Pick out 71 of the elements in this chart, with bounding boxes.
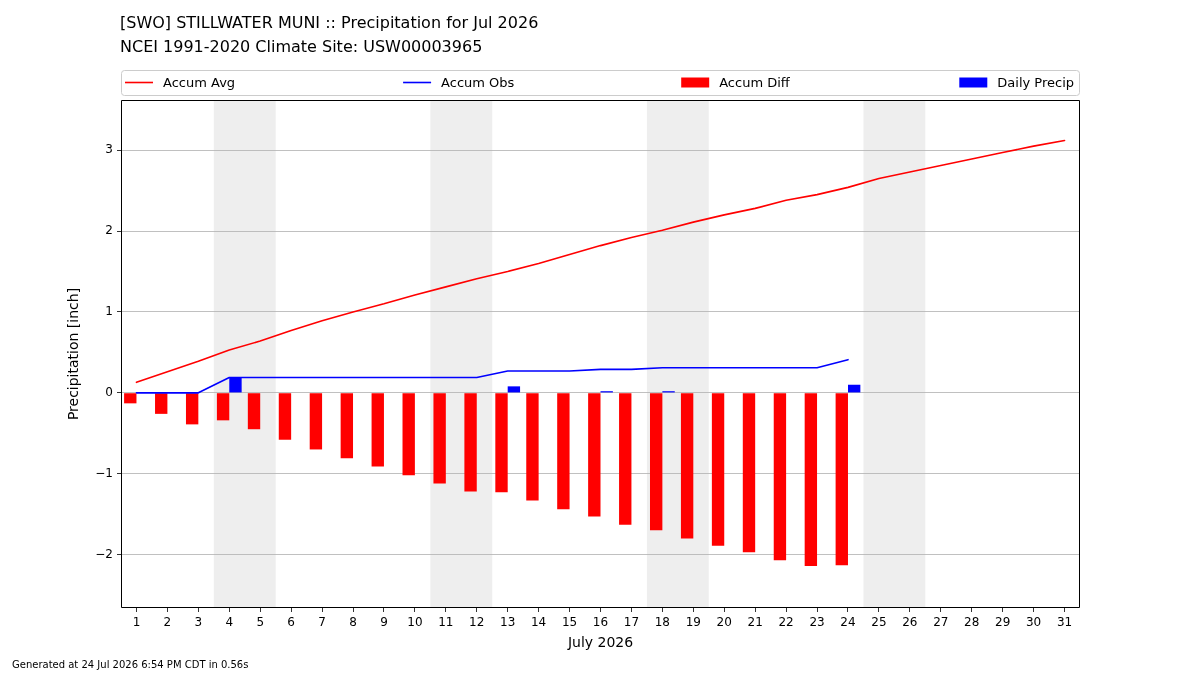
bar bbox=[216, 393, 230, 421]
x-tick-label: 25 bbox=[871, 615, 887, 630]
bar bbox=[340, 393, 354, 459]
x-tick-label: 12 bbox=[469, 615, 485, 630]
x-tick-label: 29 bbox=[995, 615, 1011, 630]
bar bbox=[742, 393, 756, 553]
bar bbox=[371, 393, 384, 467]
y-tick-label: 3 bbox=[105, 142, 113, 157]
x-tick-label: 17 bbox=[623, 615, 640, 630]
y-tick-label: 2 bbox=[105, 223, 113, 238]
x-tick-label: 30 bbox=[1025, 615, 1042, 630]
x-tick-label: 28 bbox=[964, 615, 980, 630]
bar bbox=[557, 393, 570, 510]
x-tick-label: 8 bbox=[349, 615, 357, 630]
legend-label: Accum Avg bbox=[163, 74, 236, 90]
x-tick-label: 10 bbox=[407, 615, 423, 630]
y-tick-label: −2 bbox=[95, 546, 113, 561]
x-tick-label: 26 bbox=[902, 615, 918, 630]
chart-subtitle: NCEI 1991-2020 Climate Site: USW00003965 bbox=[120, 37, 483, 57]
bar bbox=[650, 393, 663, 531]
bar bbox=[495, 393, 508, 493]
y-tick-label: −1 bbox=[95, 465, 113, 480]
bar bbox=[680, 393, 694, 539]
x-tick-label: 22 bbox=[778, 615, 794, 630]
legend-label: Accum Obs bbox=[441, 74, 515, 90]
bar bbox=[433, 393, 446, 484]
bar bbox=[402, 393, 415, 476]
x-tick-label: 19 bbox=[685, 615, 701, 630]
x-tick-label: 13 bbox=[500, 615, 516, 630]
x-tick-label: 15 bbox=[561, 615, 578, 630]
x-tick-label: 18 bbox=[654, 615, 671, 630]
x-tick-label: 2 bbox=[163, 615, 172, 630]
bar bbox=[619, 393, 632, 525]
bar bbox=[309, 393, 323, 450]
bar bbox=[711, 393, 725, 546]
legend-label: Accum Diff bbox=[719, 74, 791, 90]
y-tick-label: 0 bbox=[105, 384, 113, 399]
x-tick-label: 31 bbox=[1056, 615, 1073, 630]
x-tick-label: 1 bbox=[132, 615, 141, 630]
x-tick-label: 27 bbox=[933, 615, 949, 630]
bar bbox=[247, 393, 261, 430]
bar bbox=[124, 393, 137, 404]
x-tick-label: 11 bbox=[438, 615, 454, 630]
bar bbox=[835, 393, 848, 566]
bar bbox=[155, 393, 168, 414]
x-tick-label: 16 bbox=[592, 615, 609, 630]
bar bbox=[278, 393, 292, 440]
x-tick-label: 3 bbox=[194, 615, 203, 630]
x-axis-title: July 2026 bbox=[566, 634, 634, 651]
x-tick-label: 20 bbox=[716, 615, 732, 630]
chart-title: [SWO] STILLWATER MUNI :: Precipitation for Jul 2026 bbox=[120, 13, 539, 33]
bar bbox=[464, 393, 477, 492]
x-tick-label: 4 bbox=[225, 615, 234, 630]
bar bbox=[773, 393, 787, 561]
bar bbox=[507, 386, 521, 393]
x-tick-label: 5 bbox=[256, 615, 265, 630]
y-axis-title: Precipitation [inch] bbox=[65, 287, 82, 421]
x-tick-label: 14 bbox=[530, 615, 547, 630]
x-tick-label: 7 bbox=[318, 615, 326, 630]
bar bbox=[526, 393, 539, 501]
x-tick-label: 23 bbox=[809, 615, 825, 630]
bar bbox=[185, 393, 199, 425]
x-tick-label: 6 bbox=[287, 615, 295, 630]
text: Generated at 24 Jul 2026 6:54 PM CDT in 0.56s bbox=[12, 658, 249, 670]
x-tick-label: 24 bbox=[840, 615, 856, 630]
bar bbox=[804, 393, 818, 566]
x-tick-label: 21 bbox=[747, 615, 763, 630]
legend-label: Daily Precip bbox=[997, 74, 1075, 90]
bar bbox=[588, 393, 601, 517]
x-tick-label: 9 bbox=[380, 615, 388, 630]
y-tick-label: 1 bbox=[105, 304, 113, 319]
